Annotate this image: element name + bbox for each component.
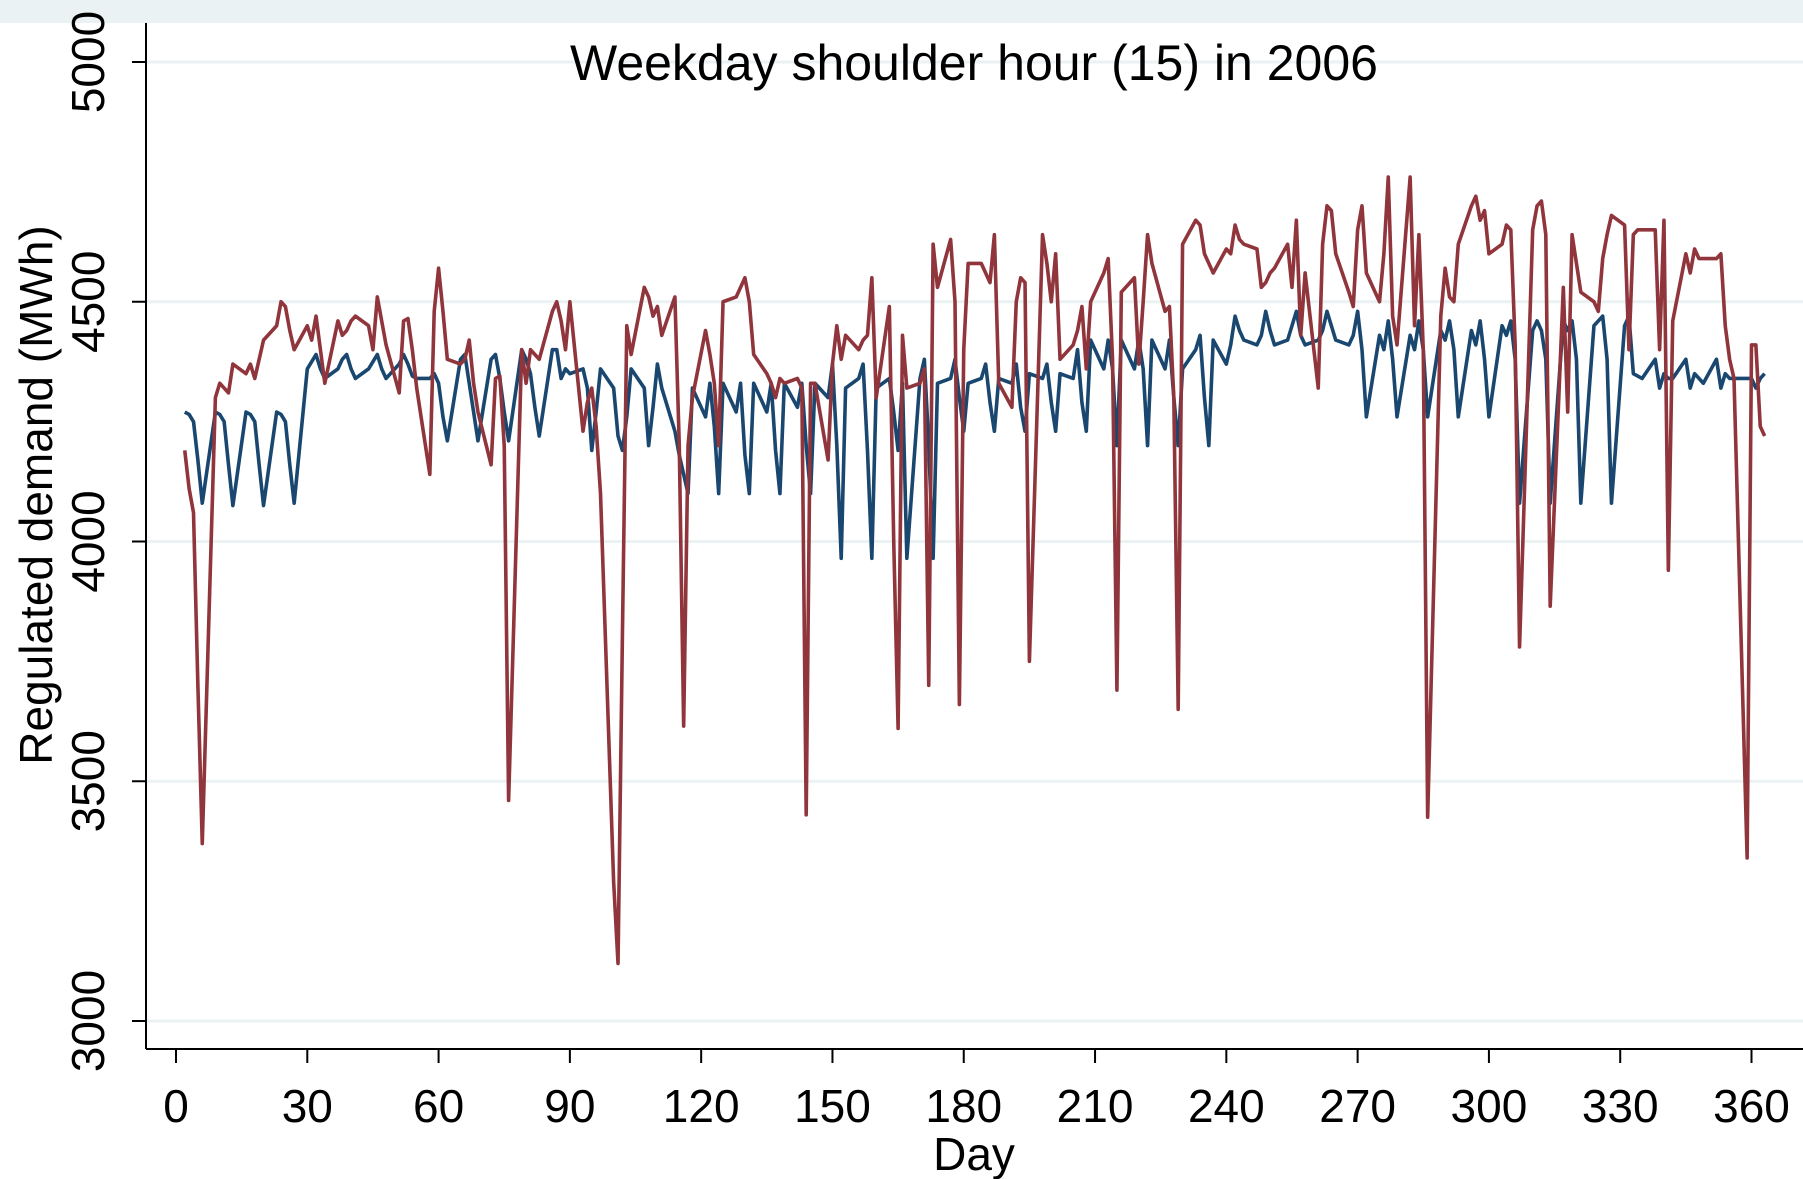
- x-tick-label: 120: [663, 1080, 740, 1132]
- y-tick-label: 3500: [62, 730, 114, 832]
- x-tick-label: 330: [1582, 1080, 1659, 1132]
- lines: [182, 175, 1767, 966]
- y-tick-label: 4500: [62, 251, 114, 353]
- series-line: [183, 309, 1766, 561]
- chart-title: Weekday shoulder hour (15) in 2006: [570, 35, 1378, 91]
- x-tick-label: 90: [544, 1080, 595, 1132]
- x-tick-label: 180: [925, 1080, 1002, 1132]
- x-axis-title: Day: [933, 1128, 1015, 1179]
- y-tick-label: 4000: [62, 490, 114, 592]
- top-band: [0, 0, 1803, 23]
- x-tick-label: 270: [1319, 1080, 1396, 1132]
- series-line: [182, 175, 1767, 966]
- x-tick-label: 30: [282, 1080, 333, 1132]
- ticks: 3000 3500 4000 4500 5000 0 30 60 90 120 150 180 210 2…: [62, 11, 1790, 1132]
- y-tick-label: 5000: [62, 11, 114, 113]
- y-tick-label: 3000: [62, 970, 114, 1072]
- x-tick-label: 60: [413, 1080, 464, 1132]
- x-tick-label: 0: [163, 1080, 189, 1132]
- y-axis-title: Regulated demand (MWh): [10, 225, 62, 764]
- x-tick-label: 240: [1188, 1080, 1265, 1132]
- grid: [146, 60, 1803, 1023]
- x-tick-label: 210: [1057, 1080, 1134, 1132]
- x-tick-label: 360: [1713, 1080, 1790, 1132]
- x-tick-label: 150: [794, 1080, 871, 1132]
- x-tick-label: 300: [1451, 1080, 1528, 1132]
